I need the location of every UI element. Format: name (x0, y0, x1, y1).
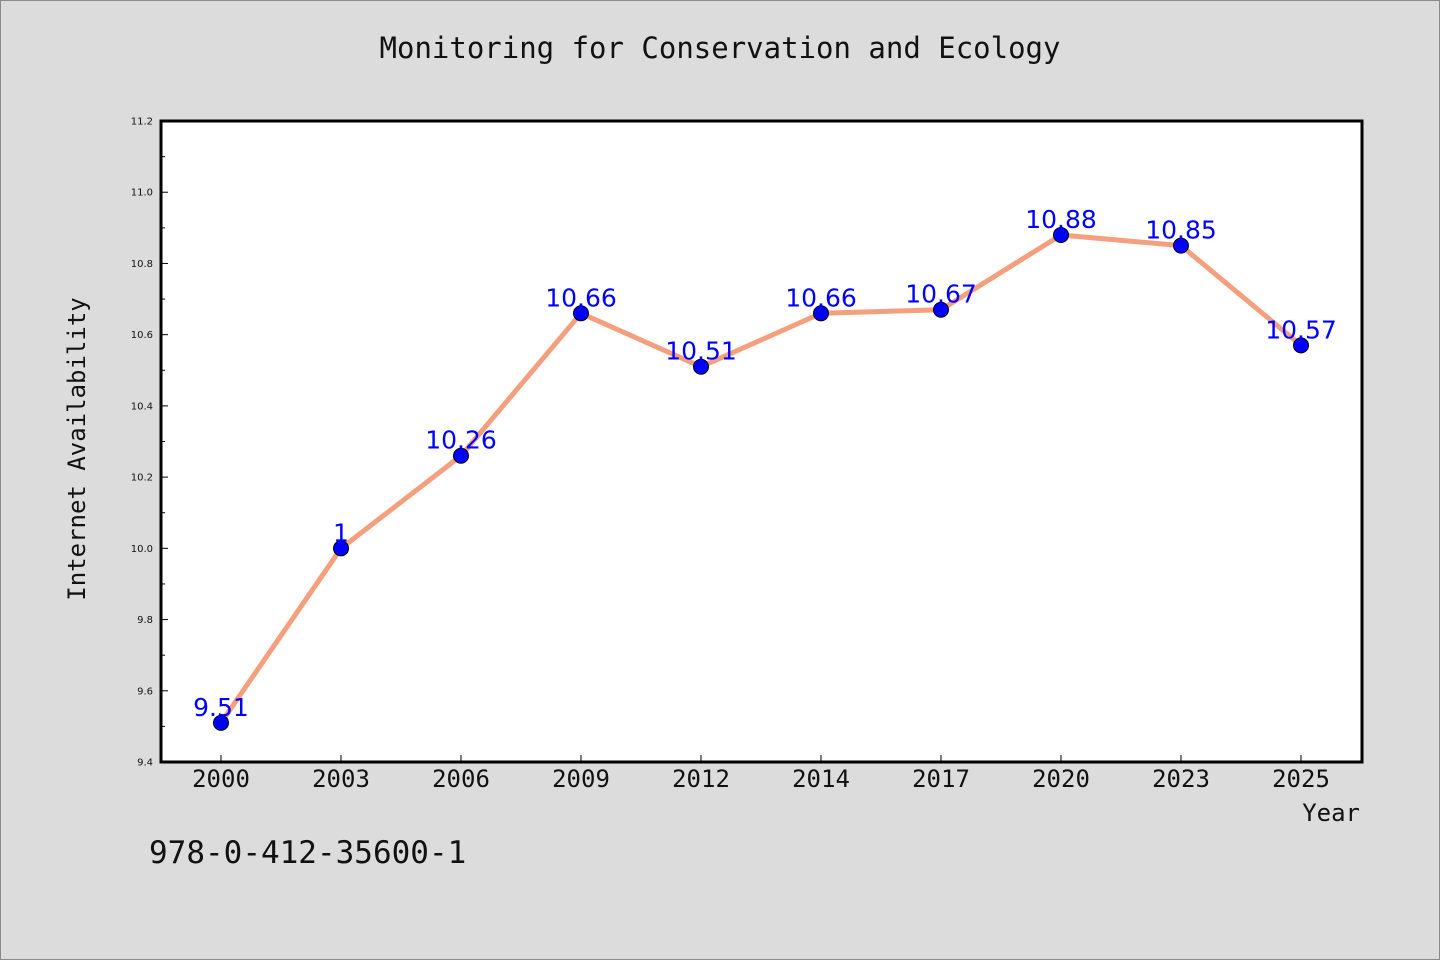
data-point (213, 714, 229, 731)
x-tick-label: 2009 (552, 765, 610, 793)
y-tick-label: 9.4 (137, 758, 153, 769)
y-tick-label: 11.0 (131, 188, 153, 199)
x-tick-label: 2000 (192, 765, 250, 793)
y-tick-label: 10.4 (131, 401, 153, 412)
y-tick-label: 9.8 (137, 615, 153, 626)
data-point (1053, 226, 1069, 243)
x-tick-label: 2012 (672, 765, 730, 793)
x-tick-label: 2020 (1032, 765, 1090, 793)
data-label: 10.88 (1025, 205, 1097, 234)
data-series (213, 226, 1309, 731)
data-point (933, 301, 949, 318)
data-point (573, 305, 589, 322)
chart-title: Monitoring for Conservation and Ecology (379, 31, 1061, 65)
x-tick-label: 2025 (1272, 765, 1330, 793)
data-labels: 9.51 1 10.26 10.66 10.51 10.66 10.67 10.88 10.85… (193, 205, 1337, 722)
data-label: 10.57 (1265, 315, 1337, 344)
data-label: 10.66 (545, 283, 617, 312)
data-label: 10.51 (665, 337, 737, 366)
data-point (1173, 237, 1189, 254)
y-tick-label: 10.0 (131, 544, 153, 555)
data-point (1293, 337, 1309, 354)
x-tick-label: 2014 (792, 765, 850, 793)
x-tick-label: 2006 (432, 765, 490, 793)
x-tick-label: 2017 (912, 765, 970, 793)
y-tick-label: 10.2 (131, 473, 153, 484)
y-axis-label: Internet Availability (63, 297, 91, 600)
y-tick-label: 10.8 (131, 259, 153, 270)
data-point (693, 358, 709, 375)
data-label: 10.26 (425, 426, 497, 455)
y-axis: 9.4 9.6 9.8 10.0 10.2 10.4 10.6 10.8 11.0 11.2 (131, 117, 168, 769)
data-point (453, 447, 469, 464)
y-tick-label: 9.6 (137, 686, 153, 697)
data-label: 10.85 (1145, 216, 1217, 245)
y-tick-label: 10.6 (131, 330, 153, 341)
data-point (813, 305, 829, 322)
x-tick-label: 2003 (312, 765, 370, 793)
x-axis: 2000 2003 2006 2009 2012 2014 2017 2020 2023 2025 (192, 755, 1330, 793)
x-tick-label: 2023 (1152, 765, 1210, 793)
data-label: 1 (333, 518, 349, 547)
series-line (218, 232, 1304, 726)
y-tick-label: 11.2 (131, 117, 153, 128)
plot-area (159, 119, 1364, 764)
data-label: 10.66 (785, 283, 857, 312)
data-label: 9.51 (193, 693, 249, 722)
data-point (333, 540, 349, 557)
x-axis-label: Year (1302, 799, 1360, 827)
data-label: 10.67 (905, 280, 977, 309)
isbn-label: 978-0-412-35600-1 (149, 835, 467, 871)
